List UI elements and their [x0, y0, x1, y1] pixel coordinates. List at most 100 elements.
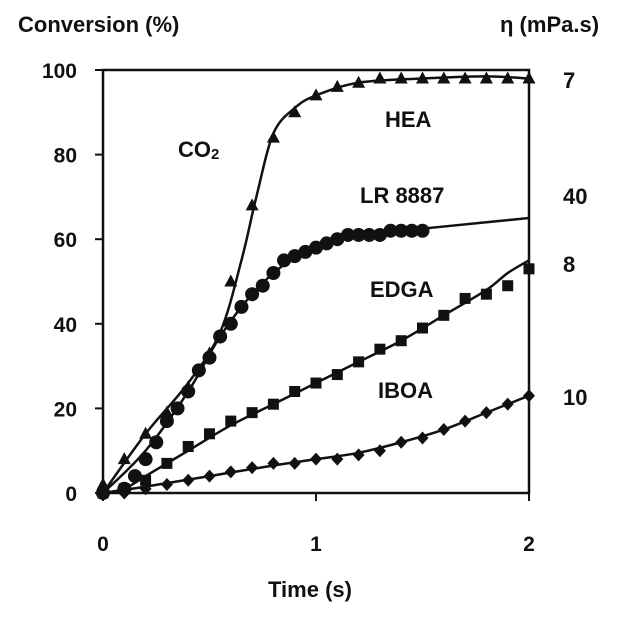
data-markers — [96, 71, 536, 500]
point-edga — [331, 369, 343, 381]
co2-annotation-subscript: 2 — [211, 146, 219, 163]
point-lr-8887 — [415, 223, 430, 238]
point-lr-8887 — [266, 266, 281, 281]
point-edga — [480, 288, 492, 300]
point-hea — [501, 71, 515, 84]
point-iboa — [352, 448, 365, 462]
point-lr-8887 — [277, 253, 292, 268]
plot-axes: 0 20 40 60 80 100 0 1 2 — [42, 60, 535, 556]
point-lr-8887 — [255, 278, 270, 293]
point-lr-8887 — [287, 249, 302, 264]
point-edga — [353, 356, 365, 368]
viscosity-value-lr-8887: 40 — [563, 184, 587, 209]
point-hea — [117, 452, 131, 465]
point-lr-8887 — [351, 227, 366, 242]
point-iboa — [224, 465, 237, 479]
point-iboa — [395, 435, 408, 449]
point-iboa — [437, 423, 450, 437]
point-iboa — [331, 452, 344, 466]
point-edga — [310, 377, 322, 389]
point-lr-8887 — [223, 316, 238, 331]
viscosity-axis-title: η (mPa.s) — [500, 12, 599, 37]
point-hea — [437, 71, 451, 84]
point-edga — [225, 415, 237, 427]
point-hea — [352, 75, 366, 88]
point-hea — [330, 79, 344, 92]
point-edga — [140, 474, 152, 486]
point-lr-8887 — [127, 469, 142, 484]
plot-frame — [101, 68, 531, 495]
point-hea — [416, 71, 429, 84]
point-lr-8887 — [298, 244, 313, 259]
y-tick-label: 100 — [42, 60, 77, 83]
point-hea — [394, 71, 408, 84]
point-edga — [289, 385, 301, 397]
point-iboa — [480, 406, 493, 420]
x-axis-title: Time (s) — [268, 577, 352, 602]
point-edga — [246, 407, 258, 419]
x-tick-label: 0 — [97, 533, 109, 556]
point-iboa — [139, 482, 152, 496]
fit-curves — [101, 75, 530, 495]
point-lr-8887 — [340, 227, 355, 242]
curve-lr-8887 — [102, 216, 530, 494]
point-hea — [522, 71, 536, 84]
point-hea — [160, 405, 174, 418]
point-edga — [438, 309, 450, 321]
point-iboa — [246, 461, 259, 475]
point-lr-8887 — [245, 287, 260, 302]
point-lr-8887 — [234, 299, 249, 314]
point-iboa — [97, 486, 109, 500]
point-iboa — [373, 444, 386, 458]
point-iboa — [118, 486, 131, 500]
point-edga — [374, 343, 386, 355]
y-tick-label: 80 — [54, 145, 77, 168]
point-edga — [459, 292, 471, 304]
series-label-edga: EDGA — [370, 277, 434, 302]
y-tick-label: 60 — [54, 229, 77, 252]
point-lr-8887 — [138, 452, 153, 467]
point-hea — [458, 71, 472, 84]
point-lr-8887 — [170, 401, 185, 416]
point-lr-8887 — [319, 236, 334, 251]
point-lr-8887 — [213, 329, 228, 344]
point-edga — [417, 322, 428, 334]
point-iboa — [182, 473, 195, 487]
point-lr-8887 — [383, 223, 398, 238]
point-lr-8887 — [404, 223, 419, 238]
point-edga — [182, 440, 194, 452]
x-tick-label: 2 — [523, 533, 535, 556]
point-hea — [139, 426, 153, 439]
curve-hea — [101, 75, 530, 494]
co2-annotation: CO2 — [178, 137, 219, 163]
co2-annotation-main: CO — [178, 137, 211, 162]
point-lr-8887 — [394, 223, 409, 238]
point-iboa — [523, 389, 535, 403]
point-edga — [502, 280, 514, 292]
point-hea — [266, 130, 280, 143]
point-iboa — [501, 397, 514, 411]
series-labels: HEA 7 LR 8887 40 EDGA 8 IBOA 10 — [360, 68, 587, 410]
point-edga — [267, 398, 279, 410]
point-hea — [224, 274, 238, 287]
point-lr-8887 — [330, 232, 345, 247]
point-hea — [288, 105, 302, 118]
point-lr-8887 — [191, 363, 206, 378]
viscosity-value-hea: 7 — [563, 68, 575, 93]
point-hea — [479, 71, 493, 84]
point-lr-8887 — [149, 435, 164, 450]
point-iboa — [160, 478, 173, 492]
point-iboa — [267, 456, 280, 470]
point-lr-8887 — [202, 350, 217, 365]
point-edga — [161, 457, 173, 469]
point-iboa — [288, 456, 301, 470]
series-label-hea: HEA — [385, 107, 432, 132]
point-iboa — [203, 469, 216, 483]
series-label-iboa: IBOA — [378, 378, 433, 403]
point-lr-8887 — [181, 384, 196, 399]
point-hea — [373, 71, 387, 84]
point-hea — [245, 198, 259, 211]
viscosity-value-edga: 8 — [563, 252, 575, 277]
point-iboa — [459, 414, 472, 428]
